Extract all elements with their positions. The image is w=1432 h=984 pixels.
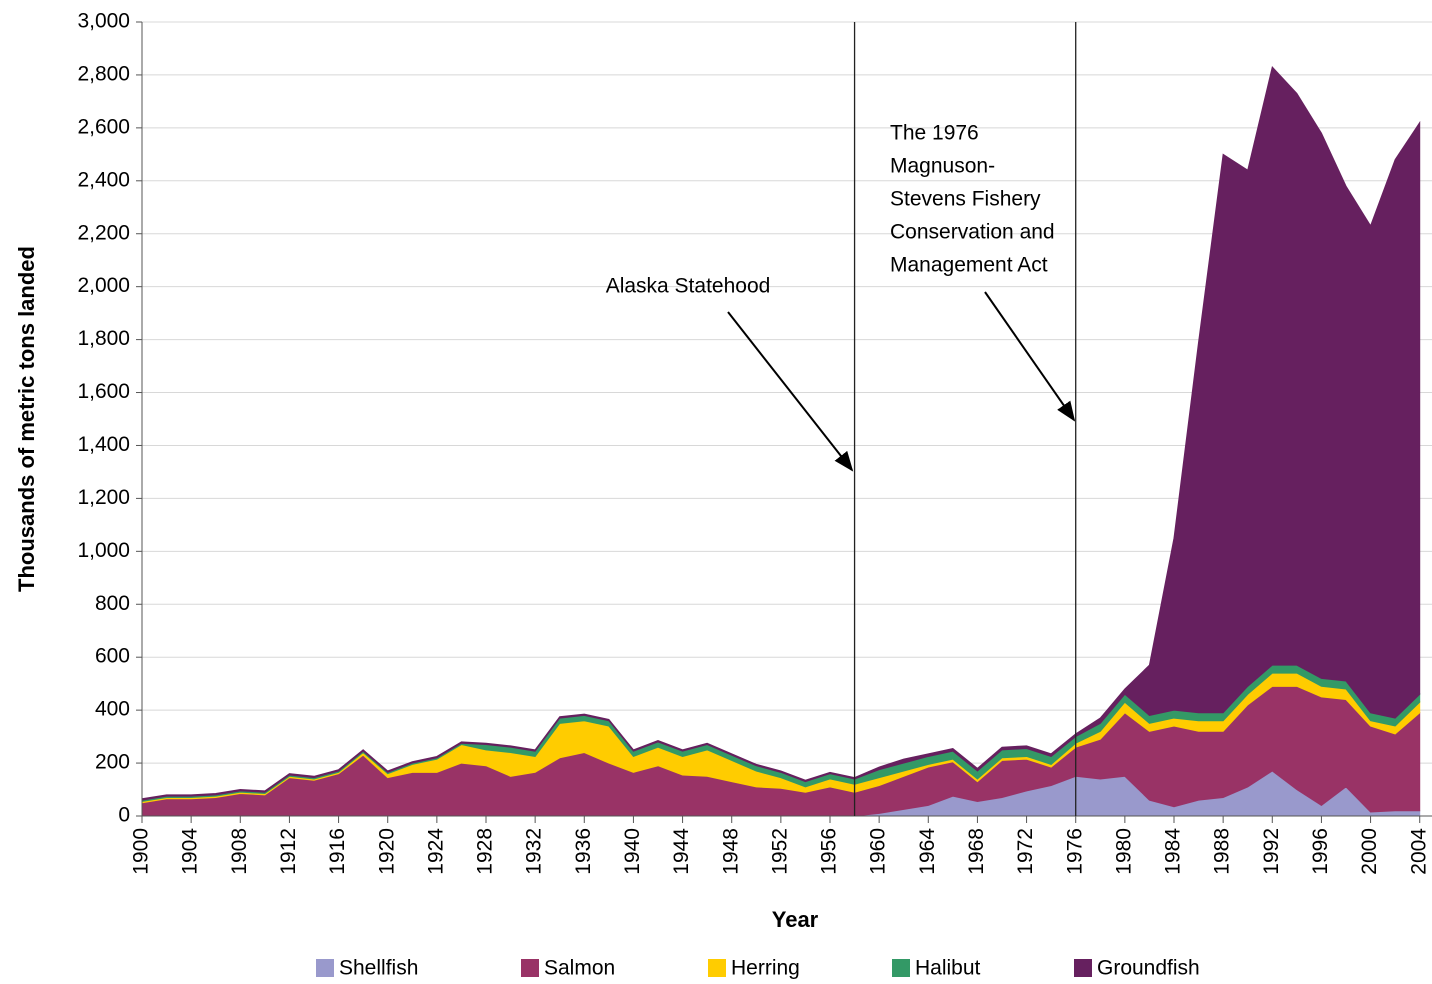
- legend-label: Groundfish: [1097, 957, 1200, 980]
- y-tick-label: 400: [95, 698, 130, 721]
- x-tick-label: 1964: [916, 828, 939, 875]
- x-tick-label: 1948: [719, 828, 742, 875]
- x-tick-label: 1928: [474, 828, 497, 875]
- legend-label: Shellfish: [339, 957, 418, 980]
- y-tick-label: 2,200: [77, 221, 130, 244]
- y-tick-label: 1,800: [77, 327, 130, 350]
- x-tick-label: 1992: [1260, 828, 1283, 875]
- annotation-arrow: [984, 291, 1076, 422]
- x-tick-label: 1980: [1112, 828, 1135, 875]
- x-tick-label: 1988: [1211, 828, 1234, 875]
- x-tick-label: 1908: [228, 828, 251, 875]
- y-tick-label: 2,800: [77, 62, 130, 85]
- x-tick-label: 1944: [670, 828, 693, 875]
- annotation-text: Management Act: [890, 254, 1048, 277]
- area: [141, 65, 1421, 801]
- y-tick-label: 2,600: [77, 115, 130, 138]
- y-tick-label: 600: [95, 645, 130, 668]
- y-tick-label: 1,200: [77, 486, 130, 509]
- y-tick-label: 2,000: [77, 274, 130, 297]
- legend-label: Halibut: [915, 957, 981, 980]
- x-tick-label: 1924: [424, 828, 447, 875]
- y-tick-label: 0: [118, 804, 130, 827]
- y-tick-label: 1,400: [77, 433, 130, 456]
- y-tick-label: 1,600: [77, 380, 130, 403]
- legend-swatch: [316, 959, 334, 977]
- legend-swatch: [521, 959, 539, 977]
- x-tick-label: 1912: [277, 828, 300, 875]
- x-tick-label: 1904: [179, 828, 202, 875]
- legend-swatch: [892, 959, 910, 977]
- x-tick-label: 1984: [1162, 828, 1185, 875]
- y-tick-label: 2,400: [77, 168, 130, 191]
- y-tick-label: 3,000: [77, 10, 130, 33]
- legend-swatch: [1074, 959, 1092, 977]
- annotation-text: Magnuson-: [890, 155, 995, 178]
- annotation-text: Conservation and: [890, 221, 1055, 244]
- x-tick-label: 1956: [818, 828, 841, 875]
- legend-swatch: [708, 959, 726, 977]
- x-tick-label: 2000: [1358, 828, 1381, 875]
- legend-label: Herring: [731, 957, 800, 980]
- y-axis-title: Thousands of metric tons landed: [14, 246, 39, 592]
- x-tick-label: 1940: [621, 828, 644, 875]
- y-tick-label: 200: [95, 751, 130, 774]
- x-tick-label: 1932: [523, 828, 546, 875]
- x-tick-label: 1952: [768, 828, 791, 875]
- x-tick-label: 1960: [867, 828, 890, 875]
- y-tick-label: 1,000: [77, 539, 130, 562]
- x-tick-label: 1920: [375, 828, 398, 875]
- annotation-arrow: [727, 311, 854, 472]
- y-tick-label: 800: [95, 592, 130, 615]
- x-axis-title: Year: [772, 907, 819, 932]
- x-tick-label: 2004: [1407, 828, 1430, 875]
- annotation-text: The 1976: [890, 122, 979, 145]
- annotation-text: Alaska Statehood: [606, 275, 771, 298]
- x-tick-label: 1968: [965, 828, 988, 875]
- x-tick-label: 1996: [1309, 828, 1332, 875]
- x-tick-label: 1936: [572, 828, 595, 875]
- x-tick-label: 1900: [130, 828, 153, 875]
- annotation-text: Stevens Fishery: [890, 188, 1041, 211]
- legend-label: Salmon: [544, 957, 615, 980]
- x-tick-label: 1972: [1014, 828, 1037, 875]
- x-tick-label: 1976: [1063, 828, 1086, 875]
- x-tick-label: 1916: [326, 828, 349, 875]
